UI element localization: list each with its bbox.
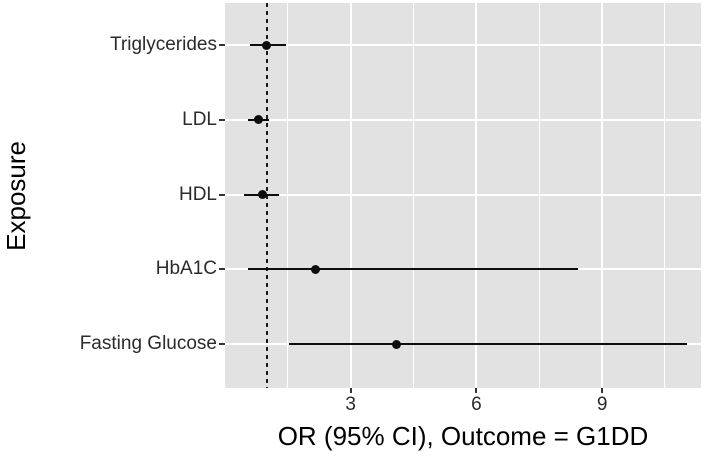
y-tick-mark [219,268,225,271]
x-tick-mark [349,388,352,393]
minor-gridline [538,3,540,388]
y-tick-mark [219,193,225,196]
y-tick-mark [219,118,225,121]
y-tick-label: Triglycerides [110,34,217,55]
x-tick-mark [475,388,478,393]
major-gridline [475,3,478,388]
minor-gridline [287,3,289,388]
y-tick-label: HDL [178,183,217,205]
row-gridline [225,44,701,46]
point-triglycerides [261,40,271,50]
row-gridline [225,193,701,196]
reference-line [265,3,268,388]
y-tick-label: Fasting Glucose [79,333,217,354]
plot-panel [225,3,701,388]
x-axis-title: OR (95% CI), Outcome = G1DD [277,421,649,451]
major-gridline [349,3,352,388]
row-gridline [225,118,701,121]
minor-gridline [664,3,666,388]
point-hdl [258,190,268,199]
point-hba1c [311,264,321,274]
y-tick-mark [219,44,225,46]
x-tick-mark [601,388,604,393]
x-tick-label: 6 [471,394,482,415]
x-tick-label: 3 [345,394,356,415]
minor-gridline [413,3,415,388]
ci-line-fasting-glucose [288,343,687,345]
y-tick-mark [219,343,225,345]
x-tick-label: 9 [596,394,608,415]
point-ldl [253,115,263,125]
y-tick-label: LDL [182,108,217,130]
point-fasting-glucose [392,339,402,349]
major-gridline [601,3,604,388]
ci-line-hba1c [248,268,579,271]
y-tick-label: HbA1C [155,258,217,280]
